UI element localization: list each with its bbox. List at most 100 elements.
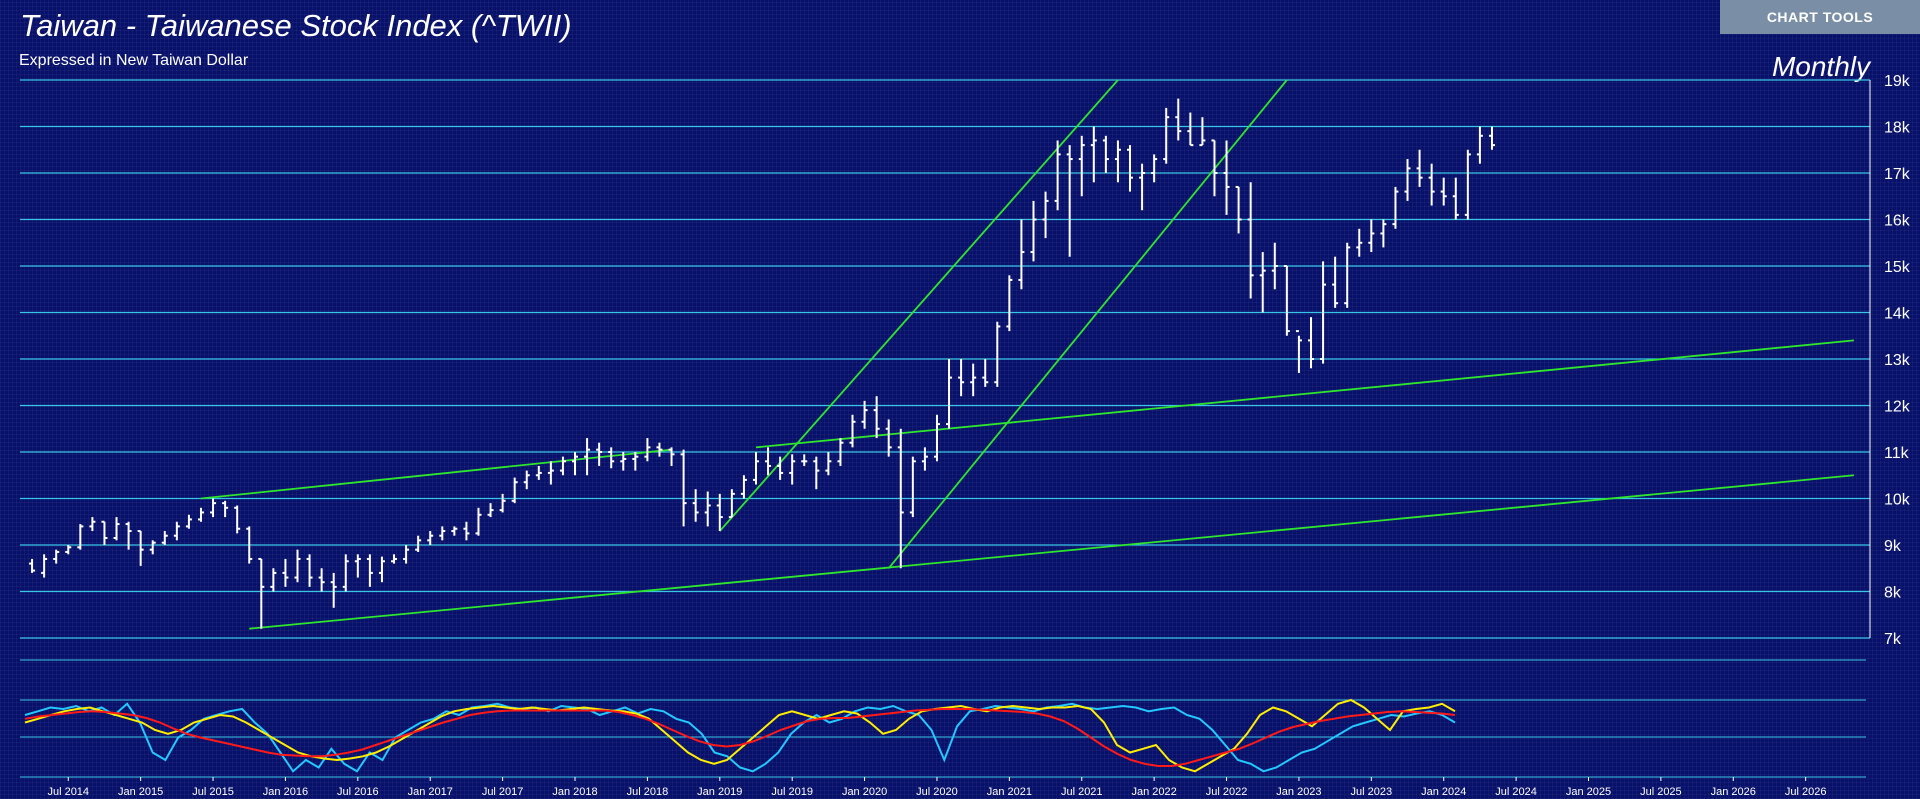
x-tick-label: Jan 2018 [552,786,597,798]
ohlc-bar [765,447,772,476]
ohlc-bar [511,477,518,504]
ohlc-bar [946,359,953,429]
ohlc-bar [523,470,530,490]
price-gridlines [20,79,1870,639]
ohlc-bar [873,396,880,439]
ohlc-bar [222,500,229,518]
x-tick-label: Jul 2024 [1495,786,1537,798]
ohlc-bar [1247,182,1254,299]
ohlc-bar [306,554,313,587]
y-tick-label: 17k [1884,166,1911,183]
x-tick-label: Jul 2014 [47,786,89,798]
ohlc-bar [451,526,458,536]
ohlc-bar [1187,112,1194,147]
y-tick-label: 13k [1884,352,1911,369]
ohlc-bar [535,465,542,480]
ohlc-bar [270,568,277,592]
ohlc-bar [439,526,446,541]
x-axis-ticks: Jul 2014 Jan 2015 Jul 2015 Jan 2016 Jul 2016… [47,777,1826,798]
ohlc-bar [1066,145,1073,257]
trendline [200,448,672,500]
y-tick-label: 14k [1884,306,1911,323]
ohlc-bar [740,475,747,499]
ohlc-bar [487,503,494,518]
ohlc-bar [596,442,603,466]
x-tick-label: Jan 2016 [263,786,308,798]
ohlc-bar [1320,261,1327,364]
ohlc-bar [885,419,892,457]
ohlc-bar [559,456,566,476]
ohlc-bar [704,491,711,527]
y-tick-label: 12k [1884,399,1911,416]
x-tick-label: Jul 2021 [1061,786,1103,798]
oscillator-cyan-line [24,702,1456,773]
ohlc-bar [1139,163,1146,211]
x-tick-label: Jul 2016 [337,786,379,798]
ohlc-bar [1090,126,1097,183]
ohlc-bar [403,545,410,564]
y-tick-label: 8k [1884,585,1902,602]
y-axis-ticks: 7k 8k 9k 10k 11k 12k 13k 14k 15k 16k 17k 18k 19k [1884,73,1911,648]
ohlc-bar [837,438,844,466]
ohlc-bar [1428,163,1435,206]
ohlc-bar [572,452,579,476]
x-tick-label: Jul 2026 [1785,786,1827,798]
ohlc-bar [909,456,916,518]
ohlc-bar [897,428,904,569]
oscillator-lines [24,698,1456,773]
ohlc-bar [1006,275,1013,332]
ohlc-bar [185,514,192,529]
ohlc-bar [1356,228,1363,257]
ohlc-bar [113,517,120,541]
ohlc-bar [1332,256,1339,308]
ohlc-bar [1283,265,1290,336]
ohlc-bar [813,456,820,490]
ohlc-bar [680,449,687,527]
ohlc-bar [1440,177,1447,206]
ohlc-bar [246,526,253,564]
ohlc-bar [1464,149,1471,220]
ohlc-bar [1030,200,1037,262]
ohlc-bar [499,493,506,513]
ohlc-bar [366,554,373,587]
ohlc-bar [1102,135,1109,173]
ohlc-bar [427,531,434,545]
price-bars [29,98,1495,629]
ohlc-bar [1344,242,1351,308]
trendlines [200,79,1855,630]
x-tick-label: Jan 2021 [987,786,1032,798]
ohlc-bar [777,456,784,480]
ohlc-bar [668,447,675,466]
ohlc-bar [1259,252,1266,313]
y-tick-label: 18k [1884,120,1911,137]
chart-tools-button[interactable]: CHART TOOLS [1720,0,1920,34]
ohlc-bar [330,572,337,608]
ohlc-bar [1114,140,1121,183]
y-tick-label: 10k [1884,492,1911,509]
chart-title: Taiwan - Taiwanese Stock Index (^TWII) [20,8,572,43]
y-tick-label: 9k [1884,538,1902,555]
ohlc-bar [1307,317,1314,369]
ohlc-bar [294,549,301,583]
ohlc-bar [970,363,977,397]
ohlc-bar [1018,219,1025,290]
x-tick-label: Jul 2018 [627,786,669,798]
ohlc-bar [137,530,144,566]
ohlc-bar [608,447,615,469]
period-label: Monthly [1771,51,1870,82]
ohlc-bar [849,414,856,448]
x-tick-label: Jul 2017 [482,786,524,798]
ohlc-bar [1163,107,1170,164]
ohlc-bar [1199,117,1206,147]
x-tick-label: Jan 2015 [118,786,163,798]
ohlc-bar [861,400,868,429]
y-tick-label: 19k [1884,73,1911,90]
x-tick-label: Jul 2019 [771,786,813,798]
ohlc-bar [29,558,36,573]
y-tick-label: 11k [1884,445,1910,462]
x-tick-label: Jan 2023 [1276,786,1321,798]
ohlc-bar [1054,140,1061,211]
ohlc-bar [752,452,759,485]
trendline [249,474,1855,630]
